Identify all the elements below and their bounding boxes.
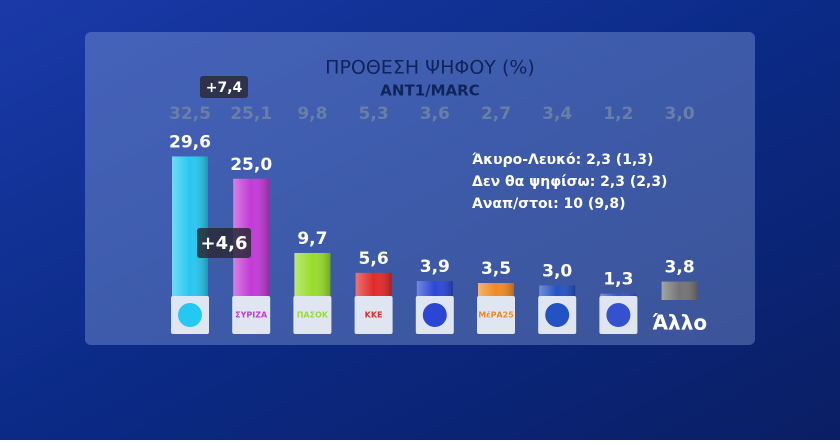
previous-label: 3,6 xyxy=(420,104,450,124)
bar-shade xyxy=(478,283,514,300)
logo-icon xyxy=(606,303,631,327)
value-label: 3,5 xyxy=(481,259,511,279)
previous-label: 25,1 xyxy=(230,104,272,124)
bar-shade xyxy=(661,281,698,300)
annotation-box xyxy=(197,228,251,258)
chart-title: ΠΡΟΘΕΣΗ ΨΗΦΟΥ (%) xyxy=(325,57,535,79)
value-label: 3,9 xyxy=(420,257,450,277)
bar-shade xyxy=(294,252,331,300)
logo-icon xyxy=(178,303,202,327)
annotation: +4,6 xyxy=(201,233,248,254)
logo-icon xyxy=(422,303,447,327)
category-label: ΠΑΣΟΚ xyxy=(297,311,329,320)
previous-label: 9,8 xyxy=(297,104,327,124)
party-logo xyxy=(354,296,393,334)
annotation-box xyxy=(200,76,248,98)
party-logo xyxy=(477,296,515,334)
category-label: Άλλο xyxy=(652,311,707,335)
category-label: ΣΥΡΙΖΑ xyxy=(235,311,268,320)
previous-label: 1,2 xyxy=(603,104,633,124)
category-label: ΚΚΕ xyxy=(365,311,383,320)
value-label: 3,0 xyxy=(542,261,572,281)
category-label: ΜέΡΑ25 xyxy=(478,310,514,320)
bar-shade xyxy=(416,281,453,300)
previous-label: 32,5 xyxy=(169,104,211,124)
value-label: 3,8 xyxy=(665,258,695,278)
value-label: 5,6 xyxy=(359,249,389,269)
value-label: 9,7 xyxy=(297,229,327,249)
chart-subtitle: ANT1/MARC xyxy=(380,82,479,100)
note: Δεν θα ψηφίσω: 2,3 (2,3) xyxy=(472,174,667,190)
annotation: +7,4 xyxy=(206,80,243,96)
value-label: 29,6 xyxy=(169,132,211,152)
party-logo xyxy=(232,296,271,334)
previous-label: 3,4 xyxy=(542,104,572,124)
logo-icon xyxy=(545,303,570,327)
previous-label: 3,0 xyxy=(665,104,695,124)
note: Αναπ/στοι: 10 (9,8) xyxy=(472,196,626,212)
previous-label: 2,7 xyxy=(481,104,511,124)
value-label: 25,0 xyxy=(230,155,272,175)
previous-label: 5,3 xyxy=(359,104,389,124)
notes: Άκυρο-Λευκό: 2,3 (1,3) Δεν θα ψηφίσω: 2,3… xyxy=(472,152,667,212)
value-label: 1,3 xyxy=(603,270,633,290)
bar-shade xyxy=(355,272,392,300)
party-logo xyxy=(293,296,332,334)
note: Άκυρο-Λευκό: 2,3 (1,3) xyxy=(472,152,653,168)
